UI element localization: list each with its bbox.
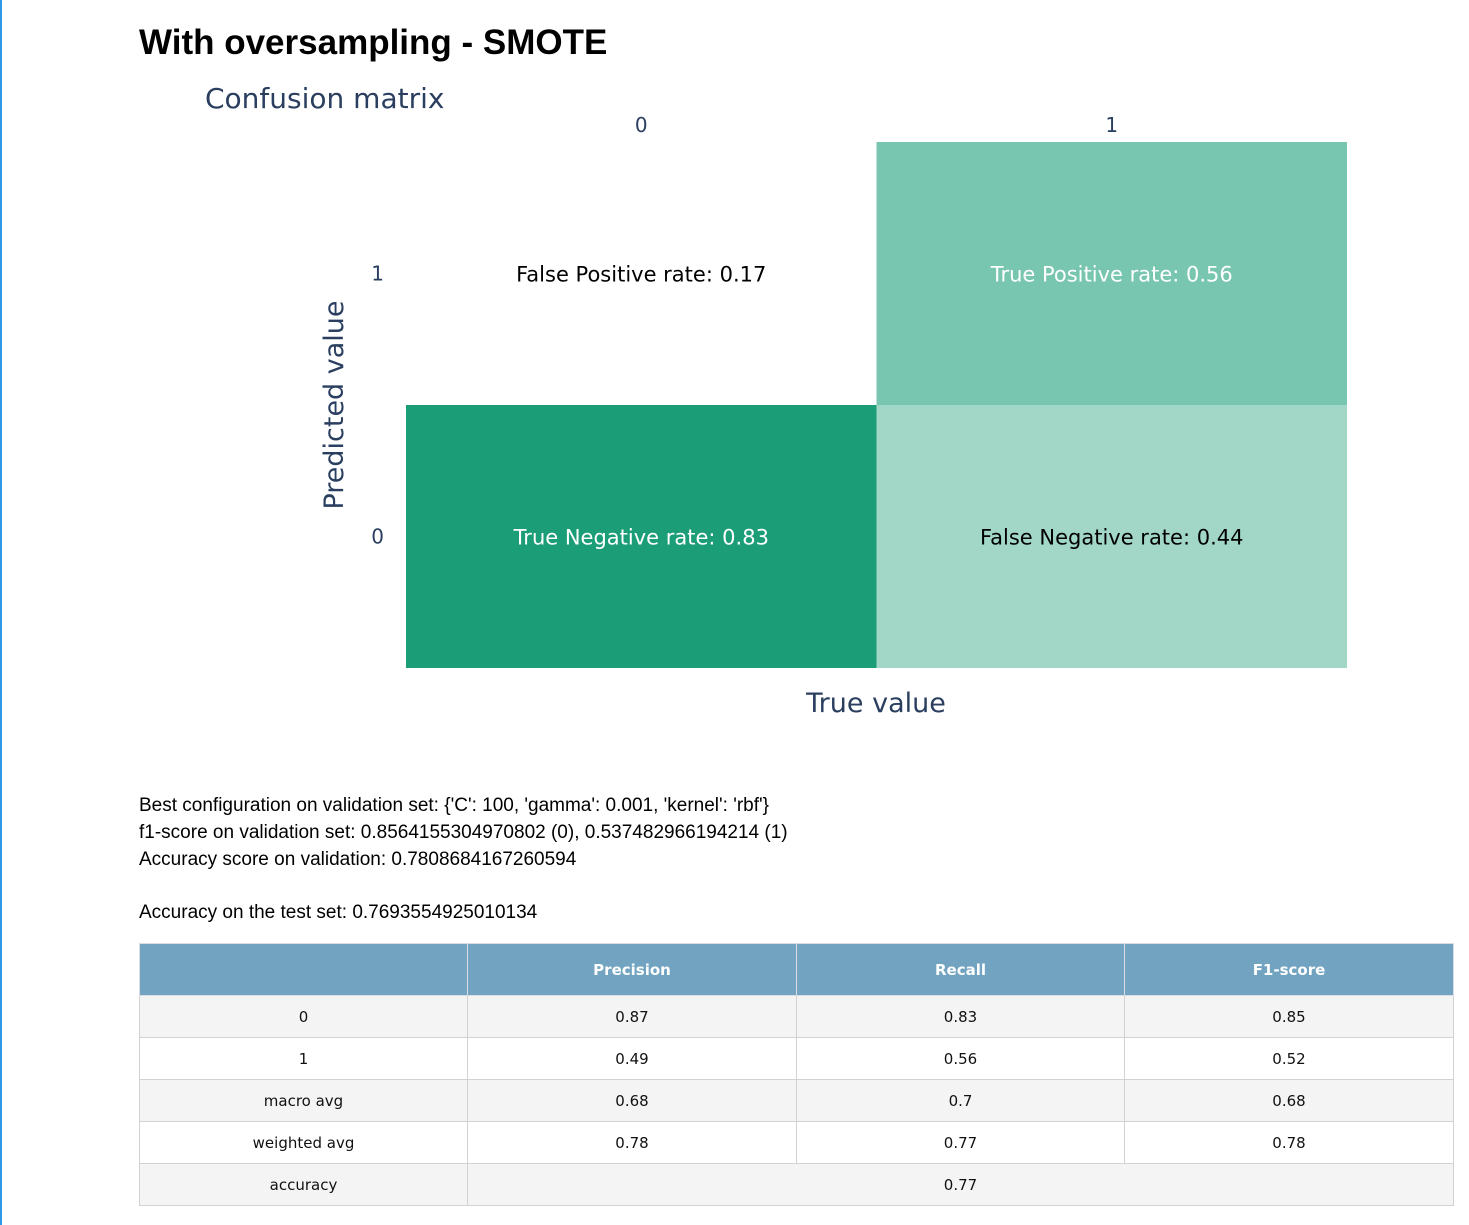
classification-report-table: Precision Recall F1-score 0 0.87 0.83 0.… <box>139 943 1454 1206</box>
table-cell: 0.85 <box>1124 995 1454 1038</box>
metrics-summary: Best configuration on validation set: {'… <box>139 792 788 926</box>
y-axis-title: Predicted value <box>319 300 350 509</box>
left-accent-rule <box>0 0 2 1225</box>
best-config-text: Best configuration on validation set: {'… <box>139 795 769 816</box>
row-label: weighted avg <box>139 1121 468 1164</box>
x-tick-label: 1 <box>1105 113 1118 137</box>
table-cell: 0.83 <box>796 995 1125 1038</box>
row-label: macro avg <box>139 1079 468 1122</box>
heatmap-cell <box>406 142 877 405</box>
table-cell: 0.78 <box>1124 1121 1454 1164</box>
header-cell <box>139 943 468 996</box>
spacer <box>139 873 788 899</box>
table-cell: 0.68 <box>1124 1079 1454 1122</box>
table-cell: 0.77 <box>796 1121 1125 1164</box>
accuracy-validation-text: Accuracy score on validation: 0.78086841… <box>139 849 577 870</box>
row-label: accuracy <box>139 1163 468 1206</box>
table-cell: 0.56 <box>796 1037 1125 1080</box>
table-header-row: Precision Recall F1-score <box>139 943 1454 996</box>
cell-annotation: False Positive rate: 0.17 <box>516 263 766 287</box>
table-cell: 0.68 <box>467 1079 797 1122</box>
table-cell: 0.78 <box>467 1121 797 1164</box>
header-cell: Recall <box>796 943 1125 996</box>
accuracy-test-text: Accuracy on the test set: 0.769355492501… <box>139 902 538 923</box>
cell-annotation: True Positive rate: 0.56 <box>990 263 1233 287</box>
heatmap-cell <box>876 142 1347 405</box>
heatmap-cell <box>406 405 877 668</box>
chart-title: Confusion matrix <box>205 82 444 115</box>
cell-annotation: True Negative rate: 0.83 <box>513 526 769 550</box>
x-axis-title: True value <box>805 688 946 719</box>
table-row: 1 0.49 0.56 0.52 <box>139 1037 1454 1080</box>
table-cell: 0.7 <box>796 1079 1125 1122</box>
table-cell-spanning: 0.77 <box>467 1163 1454 1206</box>
f1-validation-text: f1-score on validation set: 0.8564155304… <box>139 822 788 843</box>
table-cell: 0.52 <box>1124 1037 1454 1080</box>
header-cell: Precision <box>467 943 797 996</box>
table-row: macro avg 0.68 0.7 0.68 <box>139 1079 1454 1122</box>
heatmap-cell <box>876 405 1347 668</box>
table-row: 0 0.87 0.83 0.85 <box>139 995 1454 1038</box>
table-row-accuracy: accuracy 0.77 <box>139 1163 1454 1206</box>
y-tick-label: 0 <box>371 525 384 549</box>
row-label: 0 <box>139 995 468 1038</box>
row-label: 1 <box>139 1037 468 1080</box>
table-cell: 0.87 <box>467 995 797 1038</box>
confusion-matrix-chart: False Positive rate: 0.17 True Positive r… <box>205 82 1347 719</box>
y-tick-label: 1 <box>371 262 384 286</box>
cell-annotation: False Negative rate: 0.44 <box>980 526 1243 550</box>
table-row: weighted avg 0.78 0.77 0.78 <box>139 1121 1454 1164</box>
table-cell: 0.49 <box>467 1037 797 1080</box>
x-tick-label: 0 <box>635 113 648 137</box>
header-cell: F1-score <box>1124 943 1454 996</box>
page-heading: With oversampling - SMOTE <box>139 23 608 62</box>
